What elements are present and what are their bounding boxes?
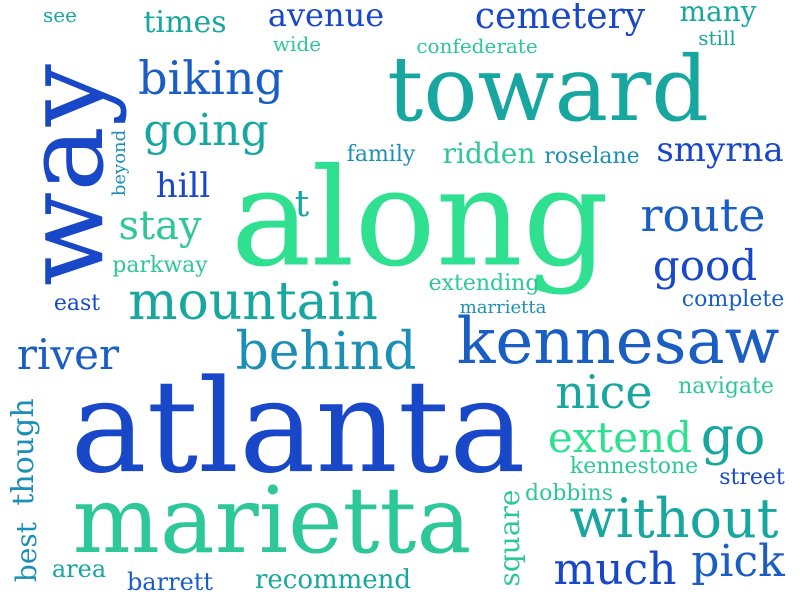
word-way: way <box>0 64 128 286</box>
word-atlanta: atlanta <box>70 353 526 502</box>
word-toward: toward <box>387 37 709 142</box>
word-barrett: barrett <box>126 568 214 596</box>
word-mountain: mountain <box>128 272 378 332</box>
word-complete: complete <box>681 287 785 312</box>
word-ridden: ridden <box>442 137 536 170</box>
word-though: though <box>6 398 41 506</box>
word-street: street <box>719 465 785 490</box>
word-without: without <box>569 487 779 550</box>
word-east: east <box>53 291 101 316</box>
word-times: times <box>143 5 227 40</box>
word-route: route <box>640 188 766 242</box>
word-extending: extending <box>428 271 540 296</box>
word-recommend: recommend <box>254 565 412 595</box>
word-beyond: beyond <box>109 129 130 197</box>
word-avenue: avenue <box>267 0 385 34</box>
word-still: still <box>698 26 736 50</box>
word-going: going <box>143 105 269 156</box>
word-cemetery: cemetery <box>474 0 646 37</box>
word-family: family <box>346 142 416 167</box>
word-river: river <box>16 330 120 379</box>
word-wide: wide <box>272 32 322 56</box>
word-kennesaw: kennesaw <box>456 305 780 379</box>
word-many: many <box>679 0 757 28</box>
word-t: t <box>294 184 310 225</box>
word-extend: extend <box>547 413 693 462</box>
word-area: area <box>51 555 107 583</box>
word-square: square <box>493 489 526 587</box>
word-smyrna: smyrna <box>656 130 784 170</box>
word-marietta: marietta <box>72 467 472 574</box>
word-marrietta: marrietta <box>459 297 547 318</box>
word-roselane: roselane <box>544 144 640 169</box>
word-hill: hill <box>155 166 211 206</box>
word-nice: nice <box>555 365 653 419</box>
word-best: best <box>10 521 43 583</box>
word-see: see <box>43 3 77 27</box>
word-parkway: parkway <box>112 253 208 278</box>
word-stay: stay <box>118 203 202 249</box>
word-kennestone: kennestone <box>569 454 699 479</box>
word-much: much <box>553 544 677 595</box>
word-behind: behind <box>235 322 417 382</box>
word-biking: biking <box>138 51 284 105</box>
word-dobbins: dobbins <box>525 481 613 506</box>
word-go: go <box>700 407 766 467</box>
word-navigate: navigate <box>678 374 774 399</box>
word-confederate: confederate <box>416 34 538 58</box>
word-good: good <box>652 241 758 290</box>
word-pick: pick <box>691 536 785 587</box>
word-along: along <box>230 139 610 297</box>
